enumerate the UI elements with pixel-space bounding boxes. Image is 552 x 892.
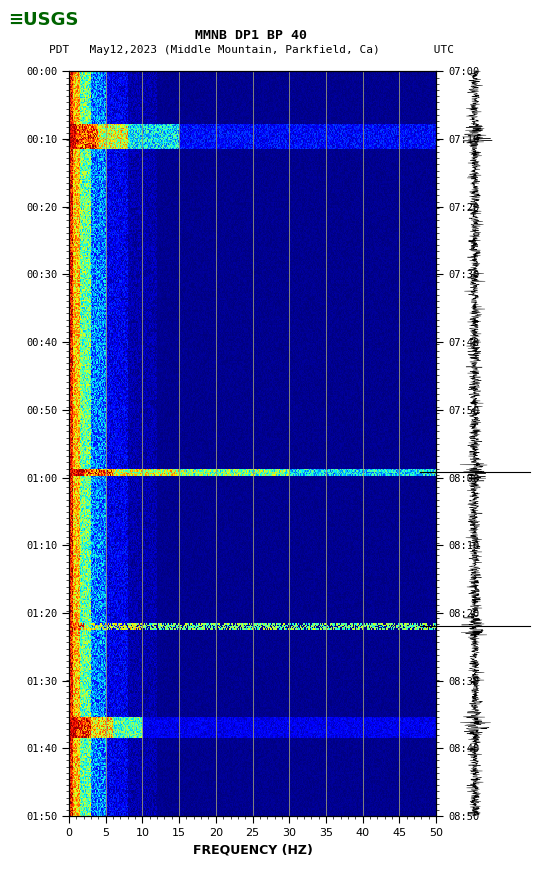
Text: PDT   May12,2023 (Middle Mountain, Parkfield, Ca)        UTC: PDT May12,2023 (Middle Mountain, Parkfie…	[49, 45, 454, 55]
Text: ≡USGS: ≡USGS	[8, 11, 79, 29]
X-axis label: FREQUENCY (HZ): FREQUENCY (HZ)	[193, 844, 312, 856]
Text: MMNB DP1 BP 40: MMNB DP1 BP 40	[195, 29, 307, 42]
